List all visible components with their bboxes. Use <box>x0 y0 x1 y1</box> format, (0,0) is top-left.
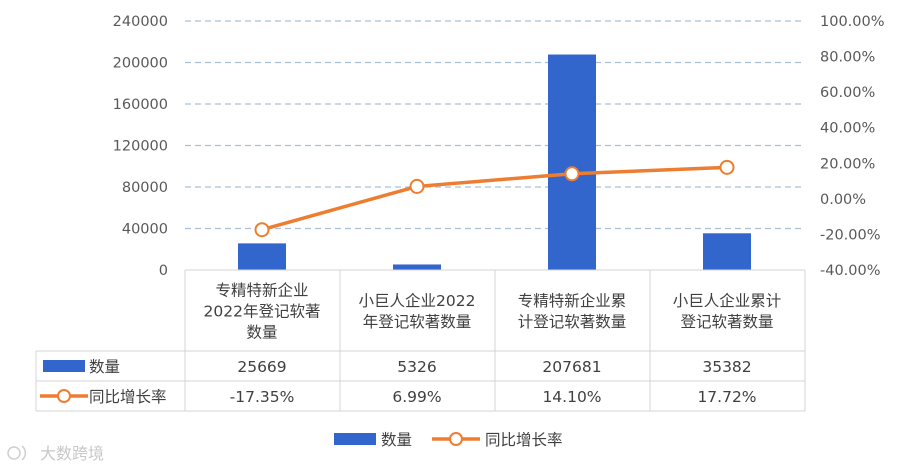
right-axis-tick: 80.00% <box>820 50 875 66</box>
category-label: 数量 <box>246 324 277 342</box>
growth-marker <box>254 222 270 238</box>
line-series <box>254 159 735 238</box>
table-value: 35382 <box>702 358 751 376</box>
right-axis-tick: -20.00% <box>820 227 881 243</box>
category-label: 小巨人企业累计 <box>673 292 782 310</box>
table-value: 6.99% <box>392 388 441 406</box>
right-axis-tick: 0.00% <box>820 192 866 208</box>
table-row-label: 同比增长率 <box>89 388 167 406</box>
category-label: 专精特新企业累 <box>518 292 627 310</box>
table-row-label: 数量 <box>89 358 120 376</box>
left-axis-tick: 200000 <box>113 56 168 72</box>
legend-swatch-bar <box>334 433 376 445</box>
data-table: 专精特新企业2022年登记软著数量小巨人企业2022年登记软著数量专精特新企业累… <box>35 269 806 412</box>
left-axis-tick: 40000 <box>122 222 168 238</box>
left-axis-ticks: 0 40000 80000 120000 160000 200000 240000 <box>113 14 168 279</box>
category-label: 小巨人企业2022 <box>359 292 476 310</box>
watermark-text: 大数跨境 <box>40 444 104 463</box>
watermark-logo-icon <box>7 445 27 461</box>
left-axis-tick: 0 <box>159 263 168 279</box>
growth-marker <box>564 166 580 182</box>
legend-swatch-marker <box>449 432 463 446</box>
category-label: 年登记软著数量 <box>363 313 472 331</box>
table-value: 25669 <box>237 358 286 376</box>
bar <box>548 54 596 271</box>
bar <box>393 264 441 270</box>
bar-series <box>238 54 751 271</box>
category-label: 专精特新企业 <box>215 282 308 300</box>
right-axis-tick: 40.00% <box>820 121 875 137</box>
legend-label: 同比增长率 <box>485 431 563 449</box>
legend: 数量 同比增长率 <box>334 431 563 449</box>
left-axis-tick: 80000 <box>122 180 168 196</box>
category-label: 2022年登记软著 <box>204 303 321 321</box>
table-key-marker <box>57 389 71 403</box>
left-axis-tick: 120000 <box>113 139 168 155</box>
legend-label: 数量 <box>381 431 412 449</box>
growth-line <box>261 165 728 232</box>
table-value: 17.72% <box>697 388 756 406</box>
gridlines <box>185 20 805 230</box>
growth-marker <box>719 159 735 175</box>
table-value: 14.10% <box>542 388 601 406</box>
left-axis-tick: 240000 <box>113 14 168 30</box>
right-axis-tick: 60.00% <box>820 85 875 101</box>
table-key-bar <box>43 360 85 372</box>
growth-marker <box>409 178 425 194</box>
category-label: 计登记软著数量 <box>518 313 627 331</box>
table-value: 207681 <box>542 358 601 376</box>
category-label: 登记软著数量 <box>680 313 773 331</box>
table-value: 5326 <box>397 358 436 376</box>
right-axis-ticks: -40.00% -20.00% 0.00% 20.00% 40.00% 60.00% 80.… <box>820 14 885 279</box>
left-axis-tick: 160000 <box>113 97 168 113</box>
table-value: -17.35% <box>230 388 295 406</box>
watermark: 大数跨境 <box>7 444 104 463</box>
right-axis-tick: 20.00% <box>820 156 875 172</box>
right-axis-tick: -40.00% <box>820 263 881 279</box>
bar <box>238 243 286 270</box>
bar <box>703 233 751 270</box>
right-axis-tick: 100.00% <box>820 14 885 30</box>
